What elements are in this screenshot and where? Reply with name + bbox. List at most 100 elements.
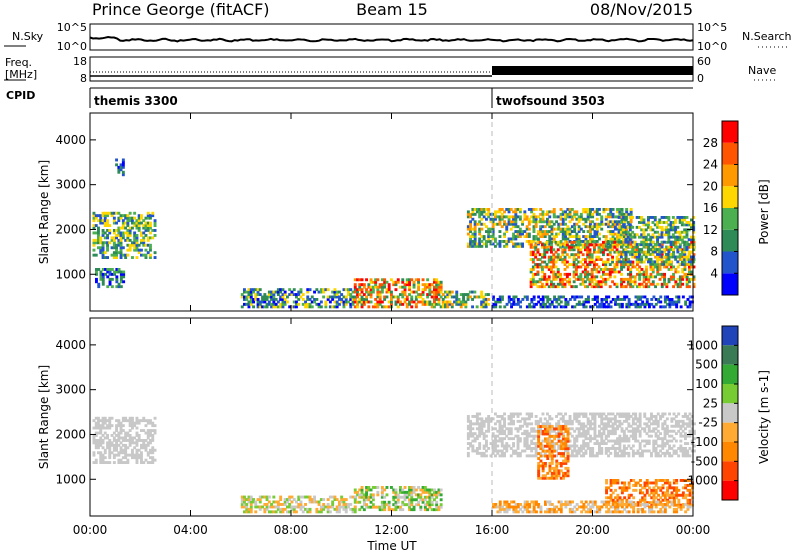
heatmap-cell <box>315 510 319 514</box>
heatmap-cell <box>428 503 432 507</box>
heatmap-cell <box>322 295 326 299</box>
heatmap-cell <box>550 258 553 261</box>
heatmap-cell <box>252 305 255 309</box>
heatmap-cell <box>692 238 696 242</box>
heatmap-cell <box>328 305 332 309</box>
heatmap-cell <box>550 459 554 463</box>
heatmap-cell <box>591 237 595 241</box>
heatmap-cell <box>629 277 633 281</box>
heatmap-cell <box>435 505 439 509</box>
heatmap-cell <box>505 447 509 450</box>
heatmap-cell <box>660 282 664 286</box>
heatmap-cell <box>478 212 482 216</box>
heatmap-cell <box>119 256 123 259</box>
heatmap-cell <box>521 222 524 226</box>
heatmap-cell <box>537 437 541 441</box>
heatmap-cell <box>552 240 556 243</box>
heatmap-cell <box>543 230 547 233</box>
y-tick-label: 4000 <box>55 133 86 147</box>
heatmap-cell <box>628 260 632 264</box>
heatmap-cell <box>446 290 450 294</box>
heatmap-cell <box>557 439 561 443</box>
heatmap-cell <box>101 272 105 276</box>
heatmap-cell <box>306 507 310 511</box>
heatmap-cell <box>276 503 280 506</box>
heatmap-cell <box>103 236 107 240</box>
heatmap-cell <box>555 469 559 473</box>
heatmap-cell <box>548 476 552 480</box>
heatmap-cell <box>133 424 137 428</box>
heatmap-cell <box>620 215 624 219</box>
heatmap-cell <box>604 248 608 252</box>
heatmap-cell <box>656 451 660 455</box>
power-ylabel: Slant Range [km] <box>37 160 51 264</box>
heatmap-cell <box>625 295 629 299</box>
heatmap-cell <box>503 432 506 436</box>
heatmap-cell <box>473 439 477 443</box>
heatmap-cell <box>628 216 632 219</box>
heatmap-cell <box>142 461 146 464</box>
heatmap-cell <box>631 449 635 453</box>
heatmap-cell <box>559 245 562 249</box>
heatmap-cell <box>518 427 522 431</box>
heatmap-cell <box>574 285 578 289</box>
heatmap-cell <box>687 250 691 254</box>
heatmap-cell <box>97 424 100 428</box>
heatmap-cell <box>448 290 452 294</box>
heatmap-cell <box>360 490 364 494</box>
heatmap-cell <box>588 272 592 276</box>
heatmap-cell <box>570 419 574 423</box>
heatmap-cell <box>624 216 628 219</box>
heatmap-cell <box>484 302 488 306</box>
heatmap-cell <box>550 462 554 465</box>
heatmap-cell <box>387 288 391 292</box>
heatmap-cell <box>539 425 543 428</box>
heatmap-cell <box>624 240 628 244</box>
heatmap-cell <box>428 285 432 289</box>
heatmap-cell <box>570 215 574 219</box>
heatmap-cell <box>546 442 550 446</box>
heatmap-cell <box>243 498 246 501</box>
heatmap-cell <box>131 426 134 430</box>
heatmap-cell <box>484 300 488 304</box>
heatmap-cell <box>322 503 326 506</box>
heatmap-cell <box>121 173 125 177</box>
heatmap-cell <box>151 229 155 232</box>
heatmap-cell <box>669 223 673 227</box>
heatmap-cell <box>670 302 674 306</box>
heatmap-cell <box>607 242 610 246</box>
heatmap-cell <box>553 427 556 431</box>
heatmap-cell <box>562 459 565 463</box>
heatmap-cell <box>561 244 565 248</box>
heatmap-cell <box>561 282 565 286</box>
heatmap-cell <box>423 283 427 287</box>
heatmap-cell <box>586 230 590 233</box>
heatmap-cell <box>469 220 472 224</box>
heatmap-cell <box>534 415 538 418</box>
heatmap-cell <box>541 253 544 257</box>
heatmap-cell <box>660 255 664 259</box>
heatmap-cell <box>353 300 357 304</box>
heatmap-cell <box>473 208 477 211</box>
heatmap-cell <box>658 248 662 251</box>
heatmap-cell <box>579 212 583 216</box>
heatmap-cell <box>108 451 112 455</box>
heatmap-cell <box>556 243 560 247</box>
heatmap-cell <box>554 240 558 244</box>
heatmap-cell <box>602 260 605 264</box>
heatmap-cell <box>556 282 560 286</box>
heatmap-cell <box>117 238 121 242</box>
heatmap-cell <box>532 227 536 231</box>
heatmap-cell <box>550 425 554 428</box>
heatmap-cell <box>557 444 561 448</box>
heatmap-cell <box>417 283 420 287</box>
heatmap-cell <box>378 293 382 296</box>
heatmap-cell <box>514 237 518 241</box>
heatmap-cell <box>482 424 486 428</box>
heatmap-cell <box>616 215 619 219</box>
heatmap-cell <box>687 238 691 242</box>
heatmap-cell <box>115 434 118 437</box>
heatmap-cell <box>131 421 134 425</box>
heatmap-cell <box>577 240 581 244</box>
heatmap-cell <box>616 208 619 211</box>
